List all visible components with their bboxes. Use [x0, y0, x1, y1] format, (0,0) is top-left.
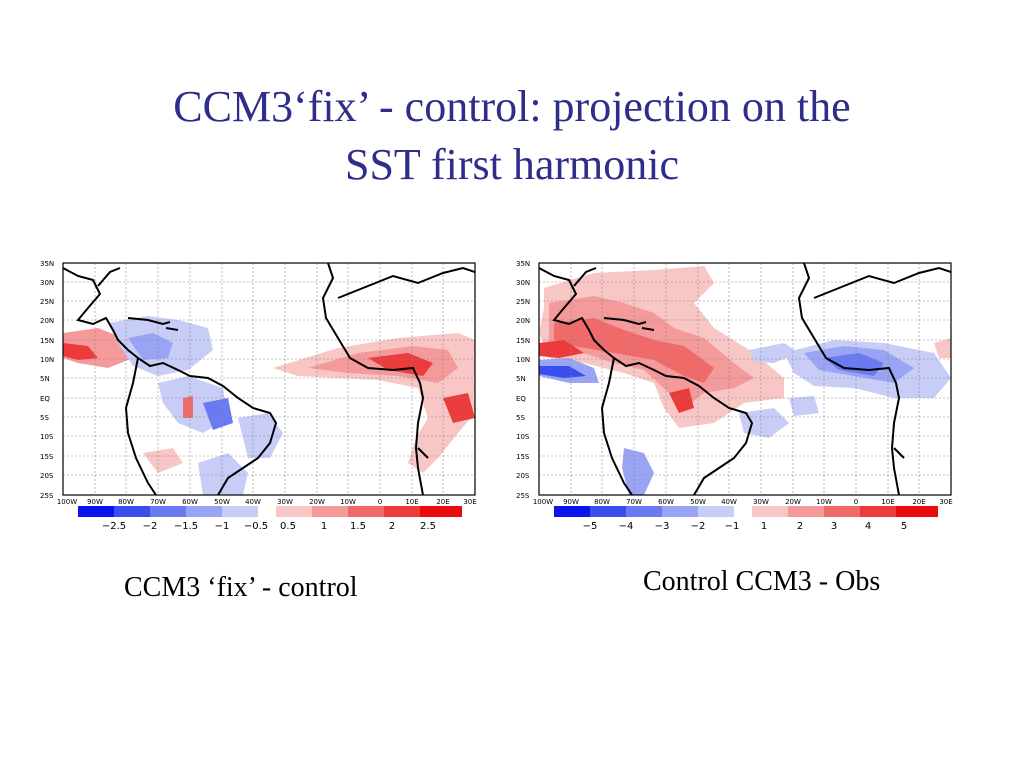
- colorbar-label: −4: [619, 521, 634, 532]
- title-line-1: CCM3‘fix’ - control: projection on the: [173, 82, 851, 131]
- caption-control-minus-obs: Control CCM3 - Obs: [643, 566, 881, 597]
- lon-label: 90W: [87, 498, 103, 506]
- lon-label: 30E: [939, 498, 952, 506]
- lon-label: 20W: [309, 498, 325, 506]
- lat-label: 5S: [40, 414, 49, 422]
- colorbar-label: 4: [865, 521, 871, 532]
- lon-label: 50W: [690, 498, 706, 506]
- lon-label: 30E: [463, 498, 476, 506]
- lon-label: 30W: [753, 498, 769, 506]
- lon-label: 80W: [594, 498, 610, 506]
- colorbar-label: −5: [583, 521, 598, 532]
- lat-label: 30N: [40, 279, 54, 287]
- lon-label: 80W: [118, 498, 134, 506]
- lat-label: 20N: [40, 317, 54, 325]
- lat-label: 20S: [40, 472, 54, 480]
- colorbar: [78, 506, 462, 517]
- lat-label: 20S: [516, 472, 530, 480]
- colorbar-label: 0.5: [280, 521, 296, 532]
- lat-label: 15N: [40, 337, 54, 345]
- map-panel-control-minus-obs: 35N 30N 25N 20N 15N 10N 5N EQ 5S 10S 15S…: [514, 258, 976, 536]
- lat-label: 30N: [516, 279, 530, 287]
- lon-label: 0: [378, 498, 382, 506]
- caption-fix-minus-control: CCM3 ‘fix’ - control: [124, 572, 358, 603]
- lon-label: 60W: [182, 498, 198, 506]
- colorbar-label: −0.5: [244, 521, 268, 532]
- lat-label: 15S: [40, 453, 54, 461]
- lon-label: 10E: [405, 498, 418, 506]
- colorbar-label: −1: [215, 521, 230, 532]
- title-line-2: SST first harmonic: [344, 140, 680, 189]
- colorbar-label: −1: [725, 521, 740, 532]
- colorbar-label: −3: [655, 521, 670, 532]
- latitude-labels: 35N 30N 25N 20N 15N 10N 5N EQ 5S 10S 15S…: [516, 260, 530, 500]
- colorbar-label: −2: [691, 521, 706, 532]
- colorbar: [554, 506, 938, 517]
- lat-label: 5N: [40, 375, 50, 383]
- lon-label: 20W: [785, 498, 801, 506]
- lon-label: 70W: [626, 498, 642, 506]
- colorbar-label: −1.5: [174, 521, 198, 532]
- lat-label: 25S: [40, 492, 54, 500]
- colorbar-label: 2.5: [420, 521, 436, 532]
- lat-label: 5S: [516, 414, 525, 422]
- lon-label: 50W: [214, 498, 230, 506]
- coastlines: [539, 263, 951, 495]
- map-control-minus-obs: 35N 30N 25N 20N 15N 10N 5N EQ 5S 10S 15S…: [516, 260, 953, 532]
- latitude-labels: 35N 30N 25N 20N 15N 10N 5N EQ 5S 10S 15S…: [40, 260, 54, 500]
- lon-label: 40W: [721, 498, 737, 506]
- lat-label: 10S: [516, 433, 530, 441]
- lat-label: 35N: [40, 260, 54, 268]
- lon-label: 100W: [57, 498, 77, 506]
- grid-lines: [63, 263, 475, 495]
- lon-label: 10E: [881, 498, 894, 506]
- lon-label: 70W: [150, 498, 166, 506]
- map-fix-minus-control: 35N 30N 25N 20N 15N 10N 5N EQ 5S 10S 15S…: [40, 260, 477, 532]
- map-panel-fix-minus-control: 35N 30N 25N 20N 15N 10N 5N EQ 5S 10S 15S…: [38, 258, 500, 536]
- lat-label: 35N: [516, 260, 530, 268]
- slide-title: CCM3‘fix’ - control: projection on the S…: [60, 78, 964, 194]
- lat-label: 10N: [516, 356, 530, 364]
- lon-label: 20E: [912, 498, 925, 506]
- lat-label: 15S: [516, 453, 530, 461]
- colorbar-label: 2: [797, 521, 803, 532]
- longitude-labels: 100W 90W 80W 70W 60W 50W 40W 30W 20W 10W…: [533, 498, 953, 506]
- lon-label: 90W: [563, 498, 579, 506]
- colorbar-label: −2: [143, 521, 158, 532]
- colorbar-label: 1: [761, 521, 767, 532]
- lat-label: 10N: [40, 356, 54, 364]
- colorbar-labels: −5 −4 −3 −2 −1 1 2 3 4 5: [583, 521, 908, 532]
- colorbar-label: −2.5: [102, 521, 126, 532]
- longitude-labels: 100W 90W 80W 70W 60W 50W 40W 30W 20W 10W…: [57, 498, 477, 506]
- grid-lines: [539, 263, 951, 495]
- lat-label: 25S: [516, 492, 530, 500]
- lon-label: 60W: [658, 498, 674, 506]
- lon-label: 0: [854, 498, 858, 506]
- lon-label: 20E: [436, 498, 449, 506]
- lat-label: 20N: [516, 317, 530, 325]
- colorbar-label: 2: [389, 521, 395, 532]
- colorbar-label: 1.5: [350, 521, 366, 532]
- lon-label: 100W: [533, 498, 553, 506]
- colorbar-label: 3: [831, 521, 837, 532]
- lat-label: 25N: [40, 298, 54, 306]
- colorbar-labels: −2.5 −2 −1.5 −1 −0.5 0.5 1 1.5 2 2.5: [102, 521, 436, 532]
- lon-label: 40W: [245, 498, 261, 506]
- lat-label: EQ: [516, 395, 526, 403]
- lat-label: 5N: [516, 375, 526, 383]
- colorbar-label: 1: [321, 521, 327, 532]
- lat-label: 25N: [516, 298, 530, 306]
- lon-label: 10W: [340, 498, 356, 506]
- coastlines: [63, 263, 475, 495]
- lon-label: 30W: [277, 498, 293, 506]
- colorbar-label: 5: [901, 521, 907, 532]
- lat-label: 15N: [516, 337, 530, 345]
- lon-label: 10W: [816, 498, 832, 506]
- lat-label: 10S: [40, 433, 54, 441]
- lat-label: EQ: [40, 395, 50, 403]
